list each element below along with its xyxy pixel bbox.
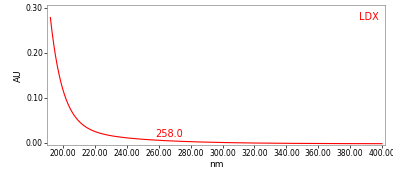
Y-axis label: AU: AU [14,69,23,82]
Text: LDX: LDX [359,12,378,22]
X-axis label: nm: nm [209,160,223,169]
Text: 258.0: 258.0 [156,129,183,139]
